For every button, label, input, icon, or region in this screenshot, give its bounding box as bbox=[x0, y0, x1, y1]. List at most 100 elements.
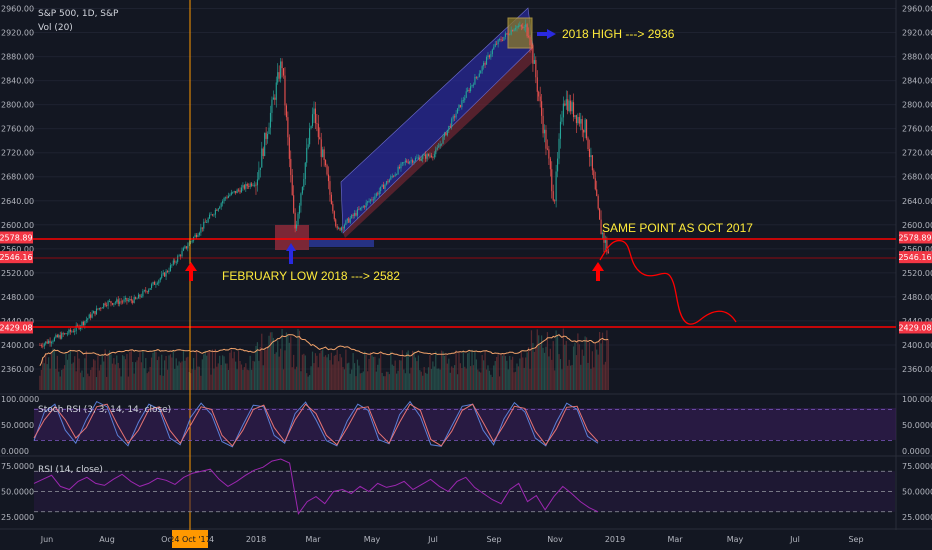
volume-bar bbox=[61, 369, 63, 390]
left-price-tick-label: 2800.00 bbox=[1, 101, 34, 110]
left-price-tick-label: 2840.00 bbox=[1, 77, 34, 86]
volume-bar bbox=[539, 344, 541, 390]
rsi-axis[interactable]: 75.0000 75.0000 50.0000 50.0000 25.0000 25.00… bbox=[1, 462, 932, 522]
candle-body bbox=[588, 149, 591, 158]
candle-body bbox=[269, 112, 272, 128]
time-tick-label: Jul bbox=[789, 535, 800, 544]
candle-body bbox=[43, 343, 45, 347]
candle-body bbox=[252, 185, 254, 186]
volume-bar bbox=[214, 349, 216, 390]
volume-bar bbox=[597, 354, 599, 390]
volume-bar bbox=[504, 356, 506, 390]
candle-body bbox=[148, 289, 150, 293]
volume-bar bbox=[516, 363, 518, 390]
volume-bar bbox=[327, 354, 330, 390]
candle-body bbox=[235, 191, 237, 194]
candle-body bbox=[198, 232, 200, 236]
volume-bar bbox=[468, 351, 470, 390]
candle-body bbox=[310, 126, 312, 129]
candle-body bbox=[123, 299, 125, 302]
volume-bar bbox=[400, 360, 402, 390]
volume-bar bbox=[107, 352, 109, 390]
candle-body bbox=[200, 227, 202, 233]
volume-bar bbox=[484, 350, 486, 390]
volume-bar bbox=[496, 356, 498, 390]
grid-lines bbox=[0, 0, 932, 530]
candle-body bbox=[404, 160, 406, 163]
volume-bar bbox=[467, 353, 469, 390]
volume-bar bbox=[398, 360, 401, 390]
candle-body bbox=[155, 284, 157, 285]
candle-body bbox=[409, 161, 411, 164]
volume-bar bbox=[512, 356, 514, 390]
volume-bar bbox=[330, 352, 332, 390]
volume-bar bbox=[236, 369, 238, 390]
candle-body bbox=[362, 206, 364, 208]
volume-bar bbox=[172, 350, 174, 390]
volume-bar bbox=[220, 364, 222, 390]
candle-body bbox=[164, 272, 166, 277]
volume-bar bbox=[130, 349, 132, 390]
volume-bar bbox=[464, 366, 466, 390]
volume-bar bbox=[430, 368, 433, 390]
candle-body bbox=[146, 291, 148, 293]
volume-bar bbox=[549, 348, 551, 390]
candle-body bbox=[158, 280, 160, 284]
volume-bar bbox=[574, 342, 576, 390]
volume-bar bbox=[310, 366, 312, 390]
candle-body bbox=[238, 189, 240, 191]
volume-bar bbox=[87, 373, 89, 390]
stoch-axis[interactable]: 100.0000 100.0000 50.0000 50.0000 0.0000 0.00… bbox=[1, 395, 932, 456]
candle-body bbox=[207, 218, 209, 223]
volume-bar bbox=[546, 332, 549, 390]
candle-body bbox=[581, 119, 583, 130]
volume-bar bbox=[391, 364, 393, 390]
volume-bar bbox=[191, 369, 193, 390]
candle-body bbox=[575, 115, 577, 124]
candle-body bbox=[586, 119, 588, 139]
candle-body bbox=[571, 102, 573, 112]
candle-body bbox=[185, 246, 187, 249]
candle-body bbox=[345, 220, 347, 225]
volume-bar bbox=[406, 352, 408, 390]
volume-bar bbox=[136, 360, 138, 390]
candle-body bbox=[278, 72, 280, 79]
candle-body bbox=[513, 29, 515, 32]
volume-bar bbox=[319, 353, 321, 390]
volume-bar bbox=[50, 351, 53, 390]
volume-ma-line bbox=[39, 334, 609, 367]
volume-bar bbox=[591, 351, 593, 390]
time-axis[interactable]: Jun Aug Oct 14 2018 Mar May Jul Sep Nov 2019 Mar May… bbox=[40, 535, 864, 544]
volume-bar bbox=[256, 342, 259, 390]
candle-body bbox=[42, 345, 44, 347]
volume-bar bbox=[217, 363, 219, 390]
candle-body bbox=[248, 186, 250, 187]
candle-body bbox=[593, 170, 595, 179]
channel-upper-zone bbox=[341, 8, 533, 233]
price-tick-label: 2600.00 bbox=[902, 221, 932, 230]
volume-bar bbox=[448, 358, 450, 390]
volume-bar bbox=[94, 360, 96, 390]
candle-body bbox=[210, 214, 212, 216]
volume-bar bbox=[494, 361, 496, 390]
candle-body bbox=[568, 100, 570, 112]
volume-bar bbox=[416, 361, 418, 390]
volume-bar bbox=[367, 371, 369, 390]
candle-body bbox=[53, 337, 55, 342]
volume-bar bbox=[203, 354, 205, 390]
candle-body bbox=[275, 82, 277, 100]
price-axis[interactable]: 2960.00 2920.00 2880.00 2840.00 2800.00 2760.… bbox=[902, 5, 932, 375]
volume-bar bbox=[332, 364, 334, 390]
candle-body bbox=[71, 331, 73, 333]
candle-body bbox=[117, 299, 119, 304]
candle-body bbox=[451, 118, 453, 128]
volume-bar bbox=[233, 351, 235, 390]
price-tag-left-label: 2546.16 bbox=[0, 253, 33, 262]
volume-bar bbox=[397, 370, 399, 390]
candle-body bbox=[541, 101, 543, 116]
volume-bar bbox=[561, 369, 563, 390]
volume-bar bbox=[48, 357, 50, 390]
volume-bar bbox=[342, 366, 344, 390]
candle-body bbox=[277, 72, 279, 83]
